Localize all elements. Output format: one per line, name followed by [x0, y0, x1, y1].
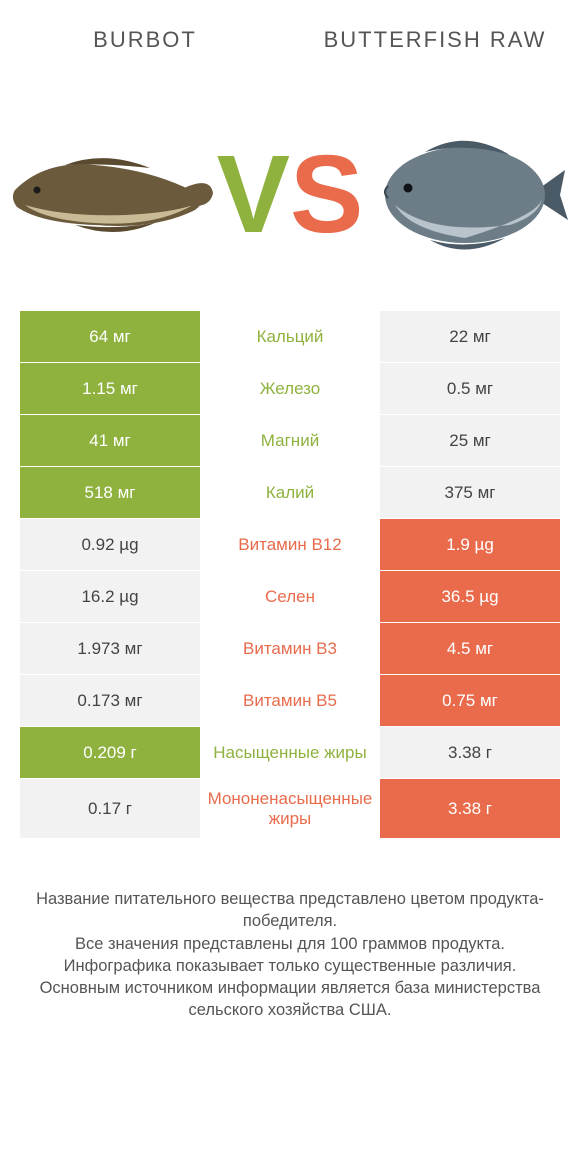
- nutrient-name: Железо: [200, 363, 380, 414]
- value-left: 1.15 мг: [20, 363, 200, 414]
- nutrient-name: Насыщенные жиры: [200, 727, 380, 778]
- value-left: 16.2 µg: [20, 571, 200, 622]
- nutrient-name: Селен: [200, 571, 380, 622]
- value-right: 0.5 мг: [380, 363, 560, 414]
- value-left: 0.92 µg: [20, 519, 200, 570]
- table-row: 64 мгКальций22 мг: [20, 310, 560, 362]
- value-left: 64 мг: [20, 311, 200, 362]
- nutrient-name: Мононенасыщенные жиры: [200, 779, 380, 838]
- nutrient-name: Магний: [200, 415, 380, 466]
- value-right: 25 мг: [380, 415, 560, 466]
- value-left: 1.973 мг: [20, 623, 200, 674]
- table-row: 0.17 гМононенасыщенные жиры3.38 г: [20, 778, 560, 838]
- value-left: 41 мг: [20, 415, 200, 466]
- value-right: 3.38 г: [380, 779, 560, 838]
- header: BURBOT BUTTERFISH RAW: [0, 0, 580, 80]
- burbot-image: [0, 115, 220, 275]
- table-row: 0.92 µgВитамин B121.9 µg: [20, 518, 560, 570]
- footer-line: Основным источником информации является …: [20, 977, 560, 1022]
- table-row: 1.973 мгВитамин B34.5 мг: [20, 622, 560, 674]
- vs-s: S: [290, 133, 363, 256]
- value-left: 518 мг: [20, 467, 200, 518]
- footer-line: Все значения представлены для 100 граммо…: [20, 933, 560, 955]
- footer-line: Инфографика показывает только существенн…: [20, 955, 560, 977]
- value-right: 375 мг: [380, 467, 560, 518]
- value-right: 0.75 мг: [380, 675, 560, 726]
- footer-notes: Название питательного вещества представл…: [20, 888, 560, 1022]
- comparison-table: 64 мгКальций22 мг1.15 мгЖелезо0.5 мг41 м…: [20, 310, 560, 838]
- hero: VS: [0, 80, 580, 310]
- table-row: 1.15 мгЖелезо0.5 мг: [20, 362, 560, 414]
- value-right: 4.5 мг: [380, 623, 560, 674]
- value-right: 1.9 µg: [380, 519, 560, 570]
- title-right: BUTTERFISH RAW: [290, 27, 580, 53]
- nutrient-name: Калий: [200, 467, 380, 518]
- value-right: 36.5 µg: [380, 571, 560, 622]
- footer-line: Название питательного вещества представл…: [20, 888, 560, 933]
- vs-v: V: [217, 133, 290, 256]
- table-row: 41 мгМагний25 мг: [20, 414, 560, 466]
- title-left: BURBOT: [0, 27, 290, 53]
- table-row: 0.173 мгВитамин B50.75 мг: [20, 674, 560, 726]
- value-left: 0.17 г: [20, 779, 200, 838]
- value-right: 3.38 г: [380, 727, 560, 778]
- nutrient-name: Витамин B3: [200, 623, 380, 674]
- value-left: 0.209 г: [20, 727, 200, 778]
- table-row: 518 мгКалий375 мг: [20, 466, 560, 518]
- value-right: 22 мг: [380, 311, 560, 362]
- table-row: 16.2 µgСелен36.5 µg: [20, 570, 560, 622]
- nutrient-name: Витамин B12: [200, 519, 380, 570]
- vs-label: VS: [217, 140, 364, 250]
- butterfish-image: [360, 115, 580, 275]
- table-row: 0.209 гНасыщенные жиры3.38 г: [20, 726, 560, 778]
- value-left: 0.173 мг: [20, 675, 200, 726]
- nutrient-name: Кальций: [200, 311, 380, 362]
- nutrient-name: Витамин B5: [200, 675, 380, 726]
